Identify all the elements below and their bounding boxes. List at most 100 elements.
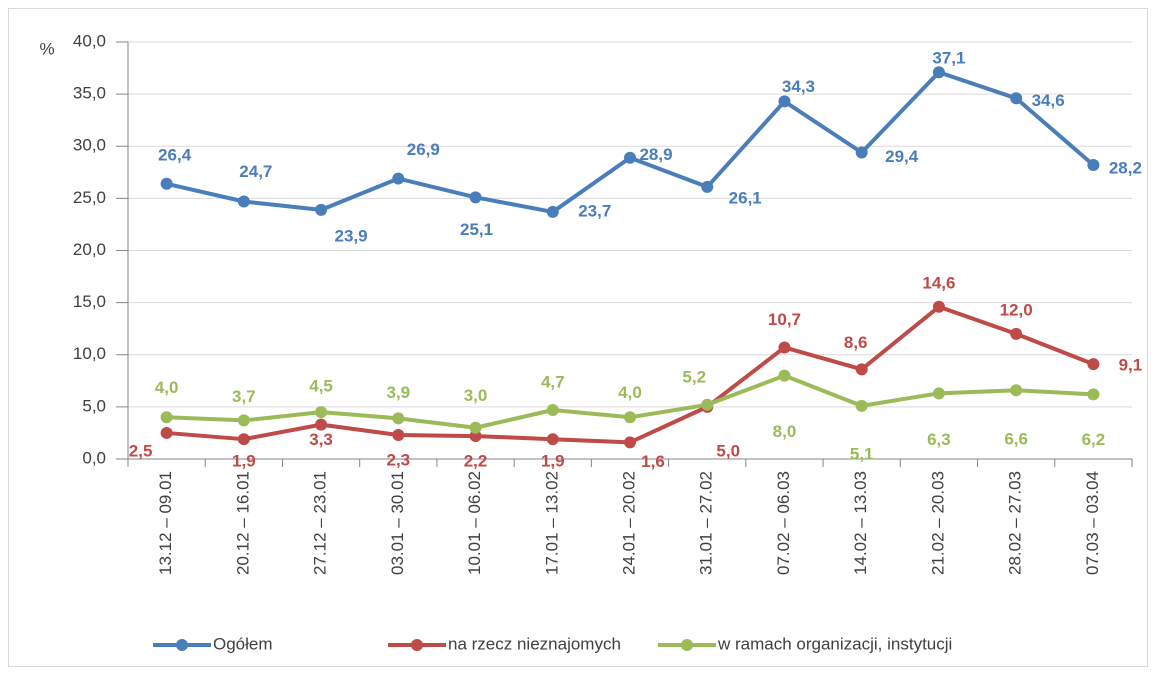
data-label: 1,9 bbox=[232, 452, 256, 471]
x-tick-label: 03.01 – 30.01 bbox=[388, 471, 407, 575]
data-point bbox=[624, 151, 636, 164]
data-point bbox=[237, 414, 250, 427]
data-point bbox=[160, 411, 173, 424]
y-tick-label: 5,0 bbox=[82, 396, 106, 415]
data-label: 3,7 bbox=[232, 387, 256, 406]
data-label: 5,2 bbox=[682, 367, 706, 386]
y-tick-label: 30,0 bbox=[73, 136, 106, 155]
data-point bbox=[315, 406, 328, 419]
data-point bbox=[469, 191, 482, 204]
x-tick-label: 27.12 – 23.01 bbox=[311, 471, 330, 575]
data-label: 26,4 bbox=[158, 145, 192, 164]
data-point bbox=[469, 430, 482, 443]
data-label: 6,6 bbox=[1004, 430, 1028, 449]
data-point bbox=[315, 203, 328, 216]
data-label: 26,1 bbox=[729, 188, 762, 207]
data-point bbox=[1010, 327, 1023, 340]
y-tick-label: 40,0 bbox=[73, 31, 106, 50]
data-point bbox=[778, 95, 791, 108]
data-point bbox=[1010, 384, 1023, 397]
data-point bbox=[160, 426, 173, 439]
data-label: 6,3 bbox=[927, 430, 951, 449]
x-tick-label: 07.03 – 03.04 bbox=[1083, 471, 1102, 575]
data-label: 29,4 bbox=[885, 147, 919, 166]
data-label: 3,0 bbox=[464, 386, 488, 405]
data-label: 4,0 bbox=[618, 383, 642, 402]
data-point bbox=[1010, 92, 1023, 105]
data-label: 2,5 bbox=[129, 441, 153, 460]
data-label: 14,6 bbox=[922, 273, 955, 292]
data-point bbox=[778, 369, 791, 382]
data-label: 9,1 bbox=[1119, 356, 1143, 375]
data-point bbox=[546, 433, 559, 446]
data-label: 4,5 bbox=[309, 377, 333, 396]
data-point bbox=[701, 398, 714, 411]
x-tick-label: 13.12 – 09.01 bbox=[156, 471, 175, 575]
data-point bbox=[1087, 159, 1100, 172]
y-tick-label: 0,0 bbox=[82, 448, 106, 467]
data-point bbox=[624, 436, 636, 449]
y-tick-label: 20,0 bbox=[73, 240, 106, 259]
data-point bbox=[855, 146, 868, 159]
data-point bbox=[932, 66, 945, 79]
data-point bbox=[546, 205, 559, 218]
x-tick-label: 21.02 – 20.03 bbox=[928, 471, 947, 575]
data-label: 23,7 bbox=[578, 201, 611, 220]
data-label: 23,9 bbox=[335, 226, 368, 245]
y-tick-label: 25,0 bbox=[73, 188, 106, 207]
x-tick-label: 17.01 – 13.02 bbox=[542, 471, 561, 575]
data-label: 10,7 bbox=[768, 310, 801, 329]
legend-marker bbox=[681, 639, 693, 651]
data-point bbox=[855, 363, 868, 376]
data-point bbox=[237, 195, 250, 208]
data-point bbox=[624, 411, 636, 424]
data-label: 37,1 bbox=[932, 49, 965, 68]
data-label: 5,0 bbox=[716, 441, 740, 460]
data-label: 4,7 bbox=[541, 372, 565, 391]
data-label: 26,9 bbox=[407, 140, 440, 159]
data-point bbox=[1087, 388, 1100, 401]
data-point bbox=[392, 412, 405, 425]
x-tick-label: 10.01 – 06.02 bbox=[465, 471, 484, 575]
legend-label: na rzecz nieznajomych bbox=[448, 634, 621, 653]
data-point bbox=[778, 341, 791, 354]
data-label: 28,9 bbox=[639, 145, 672, 164]
data-point bbox=[237, 433, 250, 446]
data-point bbox=[932, 300, 945, 313]
data-label: 5,1 bbox=[850, 444, 874, 463]
y-tick-label: 10,0 bbox=[73, 344, 106, 363]
x-tick-label: 20.12 – 16.01 bbox=[233, 471, 252, 575]
data-label: 28,2 bbox=[1109, 158, 1142, 177]
data-label: 12,0 bbox=[1000, 300, 1033, 319]
data-point bbox=[1087, 358, 1100, 371]
legend-label: Ogółem bbox=[213, 634, 273, 653]
data-label: 34,6 bbox=[1032, 91, 1065, 110]
y-axis-label: % bbox=[39, 39, 54, 58]
data-label: 1,6 bbox=[641, 452, 665, 471]
data-label: 2,2 bbox=[464, 452, 488, 471]
legend-marker bbox=[176, 639, 188, 651]
x-tick-label: 28.02 – 27.03 bbox=[1006, 471, 1025, 575]
data-label: 1,9 bbox=[541, 452, 565, 471]
data-point bbox=[932, 387, 945, 400]
chart-border bbox=[8, 8, 1148, 667]
legend-label: w ramach organizacji, instytucji bbox=[717, 634, 952, 653]
data-label: 2,3 bbox=[386, 451, 410, 470]
data-label: 4,0 bbox=[155, 378, 179, 397]
data-point bbox=[855, 399, 868, 412]
x-tick-label: 14.02 – 13.03 bbox=[851, 471, 870, 575]
data-point bbox=[392, 429, 405, 442]
data-label: 3,3 bbox=[309, 430, 333, 449]
x-tick-label: 07.02 – 06.03 bbox=[774, 471, 793, 575]
x-tick-label: 31.01 – 27.02 bbox=[697, 471, 716, 575]
data-label: 3,9 bbox=[386, 383, 410, 402]
data-label: 24,7 bbox=[239, 162, 272, 181]
data-label: 25,1 bbox=[460, 220, 493, 239]
data-point bbox=[160, 177, 173, 190]
legend-marker bbox=[411, 639, 423, 651]
data-label: 8,6 bbox=[844, 333, 868, 352]
data-label: 8,0 bbox=[773, 422, 797, 441]
data-point bbox=[315, 418, 328, 431]
